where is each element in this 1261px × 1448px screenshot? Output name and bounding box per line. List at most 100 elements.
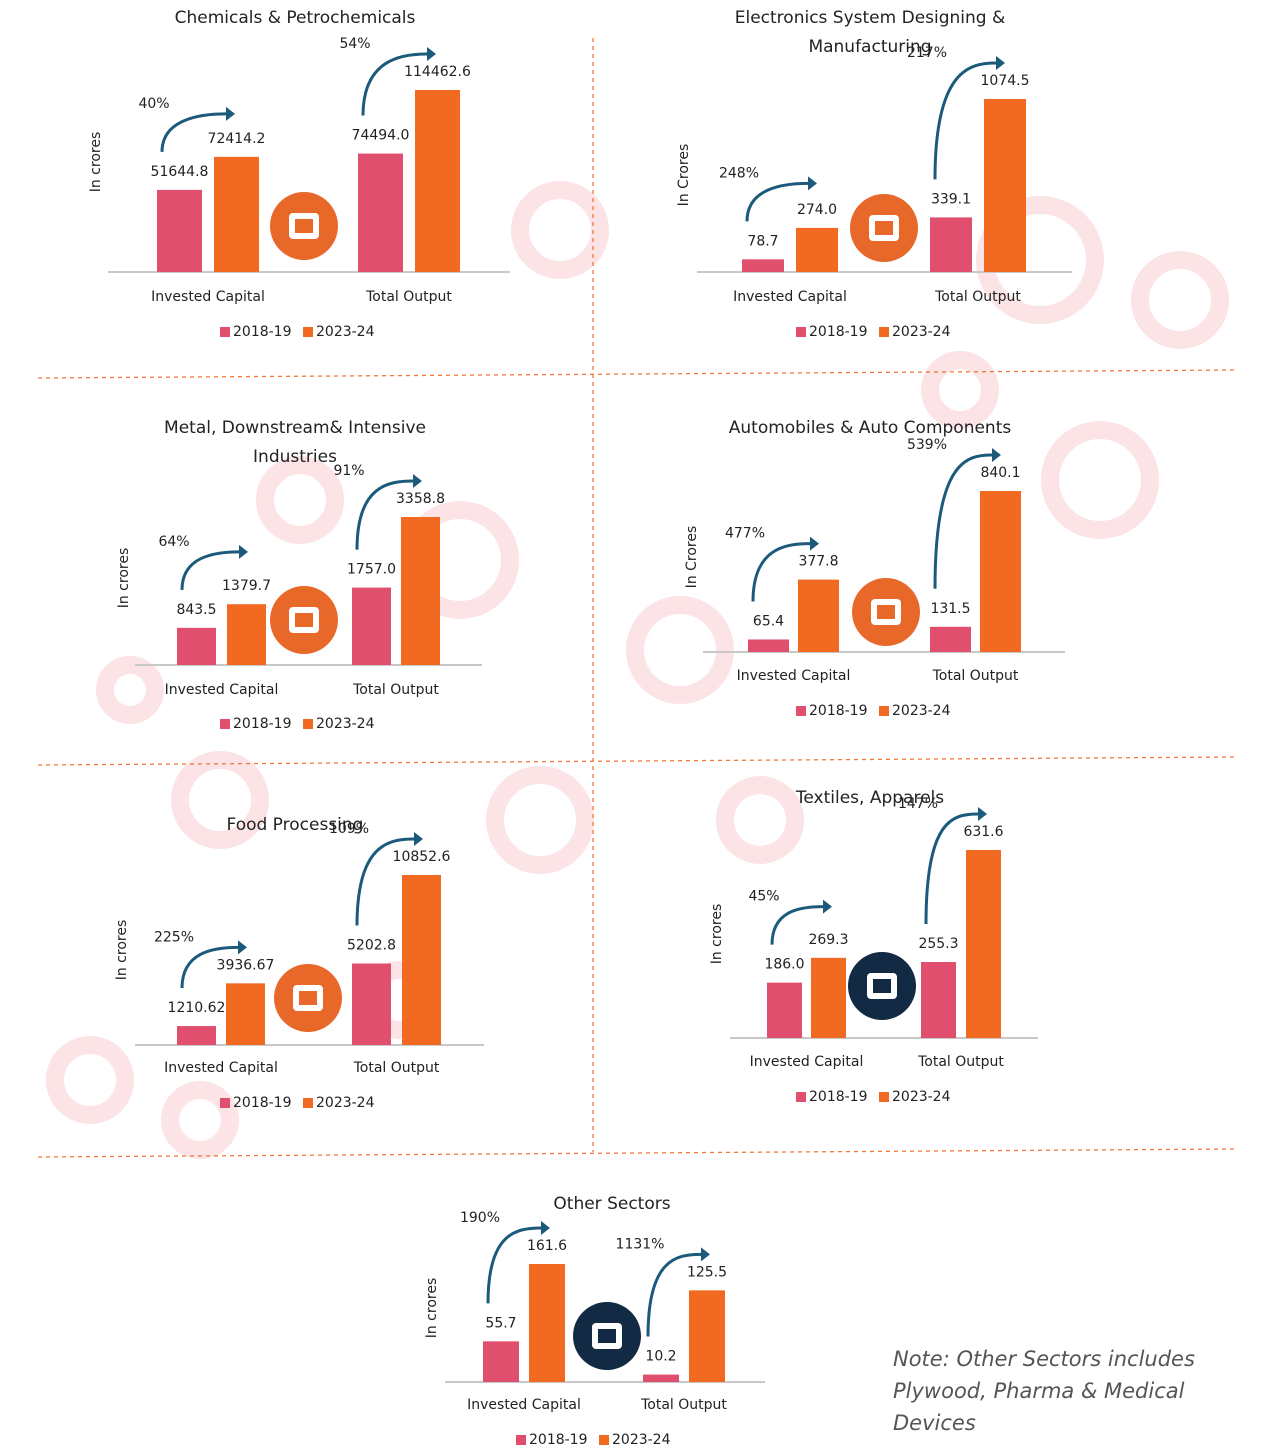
value-label: 55.7 [485,1315,516,1331]
chart: In Crores 65.4 377.8 Invested Capital 477% 13… [684,437,1065,719]
bar [177,627,216,665]
growth-label: 109% [329,821,369,837]
growth-label: 225% [154,929,194,945]
growth-arrow [933,453,993,589]
dividers [37,38,1236,1158]
legend-label: 2023-24 [316,716,375,732]
y-axis-label: In crores [709,904,725,965]
icon-glyph [598,1329,616,1343]
growth-label: 539% [907,437,947,453]
chart: In Crores 78.7 274.0 Invested Capital 248% 33… [676,45,1072,340]
icon-glyph [299,991,317,1005]
growth-label: 1131% [616,1236,665,1252]
bar [227,604,266,665]
legend-label: 2018-19 [233,1095,292,1111]
bar [402,875,441,1045]
growth-label: 190% [460,1210,500,1226]
value-label: 161.6 [527,1238,567,1254]
value-label: 125.5 [687,1264,727,1280]
legend-swatch [220,1098,230,1108]
growth-arrow [160,112,227,152]
x-tick-label: Total Output [932,668,1019,684]
bar [796,227,838,272]
value-label: 1210.62 [168,1000,226,1016]
chart-title: Chemicals & Petrochemicals [174,8,416,28]
arrow-head [996,56,1005,70]
x-tick-label: Invested Capital [737,668,851,684]
growth-arrow [924,812,979,925]
value-label: 3358.8 [396,491,445,507]
arrow-head [701,1247,710,1262]
x-tick-label: Total Output [640,1397,727,1413]
legend-swatch [220,327,230,337]
legend-swatch [516,1435,526,1445]
value-label: 5202.8 [347,938,396,954]
x-tick-label: Total Output [353,1060,440,1076]
x-tick-label: Invested Capital [733,289,847,305]
value-label: 131.5 [930,601,970,617]
growth-label: 91% [333,463,364,479]
chart-title: Electronics System Designing & Manufactu… [734,8,1006,57]
x-tick-label: Total Output [352,682,439,698]
growth-label: 54% [339,36,370,52]
growth-label: 248% [719,165,759,181]
value-label: 1757.0 [347,562,396,578]
arrow-head [413,474,422,488]
bar [767,982,802,1038]
legend-swatch [796,1092,806,1102]
value-label: 377.8 [798,554,838,570]
legend-label: 2023-24 [892,1089,951,1105]
bar [643,1374,679,1382]
bar [966,850,1001,1038]
growth-arrow [751,542,811,602]
value-label: 65.4 [753,613,784,629]
growth-arrow [180,550,240,590]
legend-label: 2018-19 [809,324,868,340]
value-label: 114462.6 [404,64,471,80]
x-tick-label: Total Output [365,289,452,305]
growth-arrow [361,52,428,116]
growth-label: 64% [158,534,189,550]
growth-arrow [646,1252,702,1337]
y-axis-label: In Crores [684,526,700,589]
bar [214,156,259,272]
bar [415,90,460,272]
y-axis-label: In Crores [676,144,692,207]
value-label: 1074.5 [981,73,1030,89]
icon-glyph [295,219,313,233]
growth-arrow [180,945,239,989]
legend-swatch [796,706,806,716]
legend-swatch [303,327,313,337]
growth-arrow [355,479,414,550]
legend-label: 2018-19 [529,1432,588,1448]
legend-swatch [879,327,889,337]
value-label: 74494.0 [352,128,410,144]
value-label: 840.1 [980,465,1020,481]
bar [177,1026,216,1045]
legend-label: 2018-19 [809,703,868,719]
legend-swatch [599,1435,609,1445]
legend-label: 2023-24 [892,703,951,719]
bar [157,189,202,272]
legend-label: 2023-24 [316,1095,375,1111]
bar [401,517,440,665]
icon-glyph [875,221,893,235]
chart-title: Food Processing [226,815,364,835]
legend-swatch [796,327,806,337]
growth-label: 217% [907,45,947,61]
bar [689,1290,725,1382]
bar [748,639,789,652]
x-tick-label: Total Output [934,289,1021,305]
chart: In crores 843.5 1379.7 Invested Capital 64% 1… [116,463,482,732]
icon-glyph [877,605,895,619]
arrow-head [978,807,987,821]
growth-label: 45% [748,889,779,905]
legend-label: 2023-24 [612,1432,671,1448]
value-label: 1379.7 [222,578,271,594]
arrow-head [808,176,817,191]
x-tick-label: Invested Capital [165,682,279,698]
x-tick-label: Invested Capital [151,289,265,305]
y-axis-label: In crores [116,548,132,609]
bar [352,963,391,1045]
